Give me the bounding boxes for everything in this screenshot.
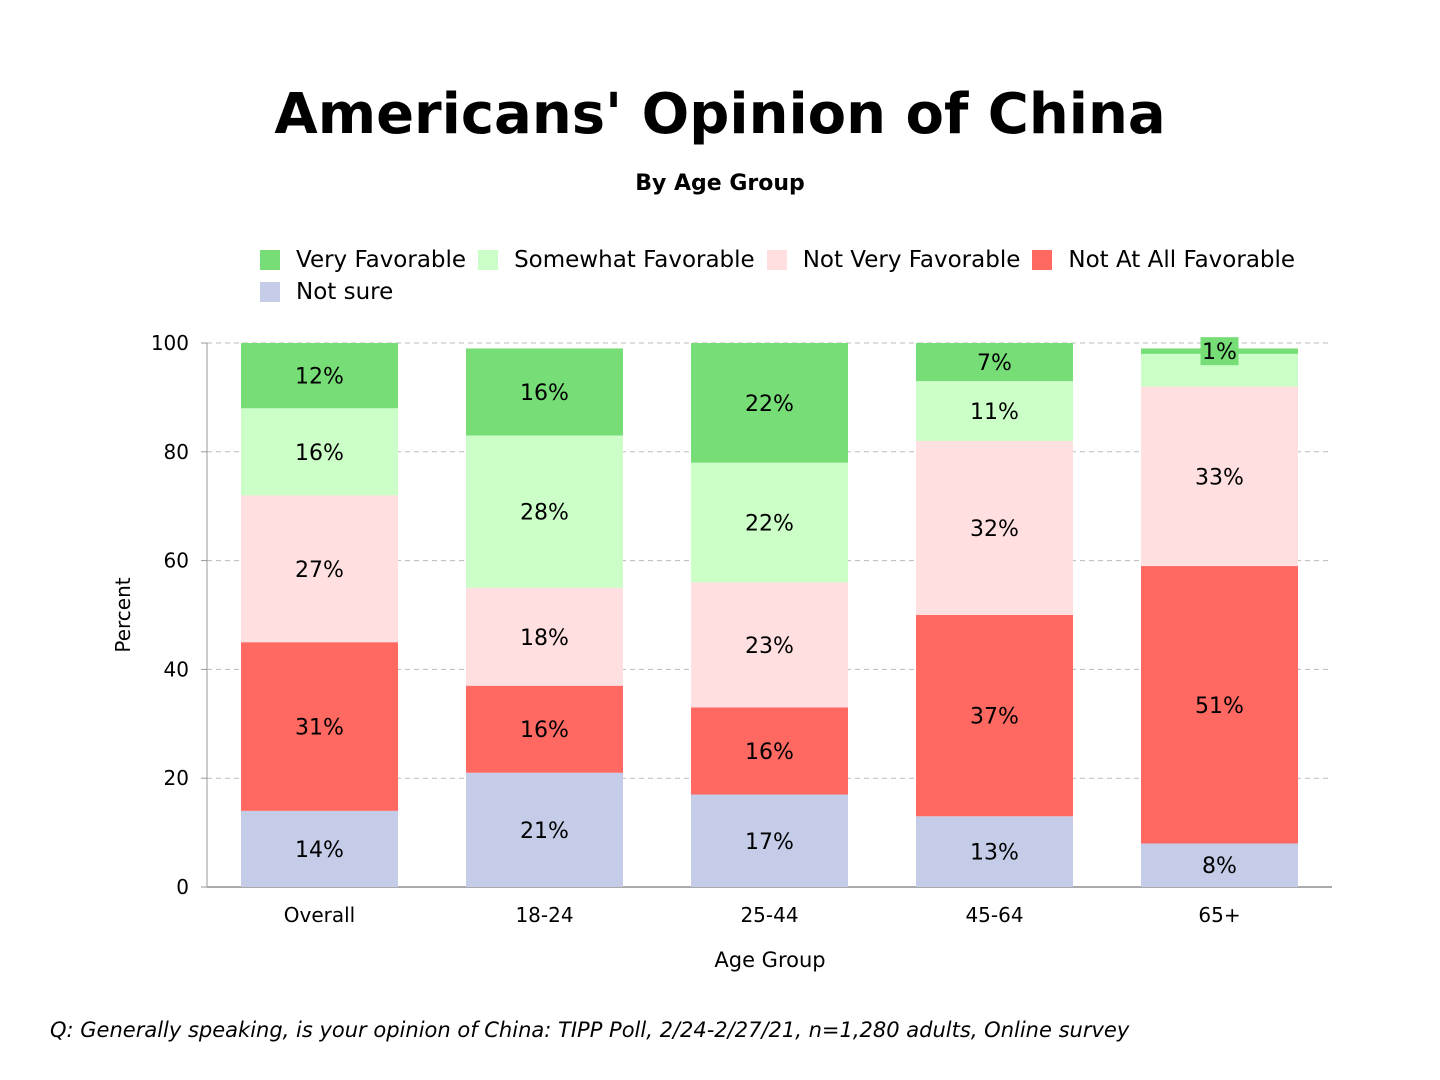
bar-segment [466,772,623,887]
bar-segment [691,707,848,795]
bar-segment [916,381,1073,441]
bar-segment [241,642,398,811]
bar-segment [691,462,848,583]
data-label: 8% [1202,854,1237,879]
data-label: 23% [745,634,794,659]
y-tick-label: 60 [164,549,189,573]
data-label: 16% [520,718,569,743]
chart-subtitle: By Age Group [635,171,805,196]
legend-swatch [478,250,499,270]
data-label: 28% [520,501,569,526]
y-axis-label: Percent [111,577,135,652]
bar-segment [241,810,398,887]
data-label: 27% [295,558,344,583]
x-tick-label: 45-64 [965,903,1023,927]
data-label: 12% [295,365,344,390]
legend-label: Not At All Favorable [1068,247,1296,273]
data-label: 22% [745,512,794,537]
bar-segment [1141,386,1298,567]
bar-segment [241,343,398,409]
data-label: 51% [1195,694,1244,719]
y-tick-label: 0 [176,875,189,899]
bar-segment [466,348,623,436]
data-label-background [1200,337,1239,366]
data-label: 7% [977,351,1012,376]
legend: Very Favorable Somewhat Favorable Not Very… [260,244,1360,308]
data-label: 16% [520,381,569,406]
data-label: 16% [745,740,794,765]
y-tick-label: 100 [151,331,189,355]
bar-segment [691,794,848,887]
footer-note: Q: Generally speaking, is your opinion o… [50,1018,1130,1042]
legend-swatch [260,250,280,270]
data-label: 32% [970,517,1019,542]
x-tick-label: 65+ [1198,903,1240,927]
data-label: 13% [970,841,1019,866]
y-tick-label: 40 [164,657,189,681]
x-tick-label: 18-24 [515,903,573,927]
data-label: 11% [970,400,1019,425]
legend-label: Not sure [296,279,394,305]
bar-segment [1141,843,1298,887]
data-label: 21% [520,819,569,844]
data-label: 17% [745,830,794,855]
bar-segment [691,343,848,463]
legend-label: Very Favorable [296,247,467,273]
x-axis-label: Age Group [714,948,825,972]
x-tick-label: 25-44 [740,903,798,927]
bar-segment [241,495,398,643]
y-tick-label: 80 [164,440,189,464]
bar-segment [241,408,398,496]
legend-item: Very Favorable [260,244,466,276]
bar-segment [466,587,623,686]
legend-item: Somewhat Favorable [478,244,755,276]
legend-label: Not Very Favorable [802,247,1021,273]
bar-segment [466,685,623,773]
bar-segment [916,440,1073,615]
chart-title: Americans' Opinion of China [274,82,1166,147]
data-label: 18% [520,626,569,651]
bar-segment [916,816,1073,887]
legend-swatch [1032,250,1053,270]
data-label: 14% [295,838,344,863]
data-label: 37% [970,705,1019,730]
y-tick-label: 20 [164,766,189,790]
data-label: 1% [1202,340,1237,365]
legend-swatch [766,250,787,270]
data-label: 31% [295,716,344,741]
data-label: 22% [745,392,794,417]
bar-segment [916,343,1073,382]
bar-segment [466,435,623,588]
bar-segment [1141,566,1298,844]
bar-segment [916,615,1073,817]
legend-item: Not Very Favorable [766,244,1021,276]
legend-item: Not At All Favorable [1032,244,1295,276]
x-tick-label: Overall [284,903,355,927]
legend-label: Somewhat Favorable [514,247,755,273]
legend-item: Not sure [260,276,393,308]
legend-swatch [260,282,280,302]
data-label: 33% [1195,465,1244,490]
data-label: 16% [295,441,344,466]
bar-segment [691,582,848,708]
